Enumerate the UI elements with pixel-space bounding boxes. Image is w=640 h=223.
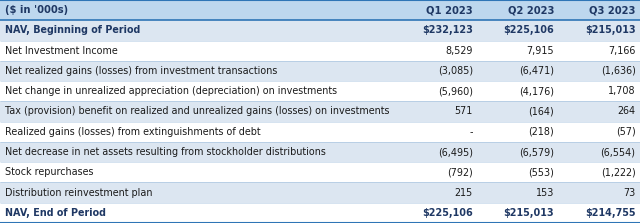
Bar [0,81,397,101]
Bar [478,162,559,182]
Text: Q1 2023: Q1 2023 [426,5,473,15]
Bar [478,101,559,122]
Bar [0,101,397,122]
Text: Net Investment Income: Net Investment Income [5,46,118,56]
Bar [397,81,478,101]
Bar [559,162,640,182]
Text: (4,176): (4,176) [519,86,554,96]
Bar [559,0,640,20]
Text: $225,106: $225,106 [504,25,554,35]
Text: Net change in unrealized appreciation (depreciation) on investments: Net change in unrealized appreciation (d… [5,86,337,96]
Bar [397,142,478,162]
Text: 264: 264 [618,107,636,116]
Text: (6,579): (6,579) [519,147,554,157]
Bar [559,41,640,61]
Text: (3,085): (3,085) [438,66,473,76]
Text: (553): (553) [529,167,554,177]
Text: 215: 215 [454,188,473,198]
Text: (57): (57) [616,127,636,137]
Text: (6,495): (6,495) [438,147,473,157]
Bar [478,20,559,41]
Text: $214,755: $214,755 [585,208,636,218]
Text: ($ in '000s): ($ in '000s) [5,5,68,15]
Text: (164): (164) [529,107,554,116]
Bar [478,81,559,101]
Text: $232,123: $232,123 [422,25,473,35]
Text: (6,554): (6,554) [600,147,636,157]
Text: NAV, End of Period: NAV, End of Period [5,208,106,218]
Text: (1,636): (1,636) [601,66,636,76]
Bar [0,203,397,223]
Bar [478,0,559,20]
Text: $215,013: $215,013 [585,25,636,35]
Bar [478,203,559,223]
Bar [397,0,478,20]
Text: 7,915: 7,915 [527,46,554,56]
Text: (5,960): (5,960) [438,86,473,96]
Bar [0,162,397,182]
Bar [0,182,397,203]
Bar [478,142,559,162]
Bar [397,182,478,203]
Bar [397,61,478,81]
Text: Net decrease in net assets resulting from stockholder distributions: Net decrease in net assets resulting fro… [5,147,326,157]
Text: 1,708: 1,708 [608,86,636,96]
Bar [559,203,640,223]
Text: 8,529: 8,529 [445,46,473,56]
Text: Distribution reinvestment plan: Distribution reinvestment plan [5,188,152,198]
Text: -: - [470,127,473,137]
Bar [0,20,397,41]
Bar [559,122,640,142]
Bar [397,203,478,223]
Bar [478,182,559,203]
Bar [0,61,397,81]
Bar [559,182,640,203]
Bar [559,81,640,101]
Text: 7,166: 7,166 [608,46,636,56]
Text: Realized gains (losses) from extinguishments of debt: Realized gains (losses) from extinguishm… [5,127,260,137]
Bar [0,0,397,20]
Bar [397,162,478,182]
Text: Q2 2023: Q2 2023 [508,5,554,15]
Bar [0,142,397,162]
Text: 73: 73 [623,188,636,198]
Text: (1,222): (1,222) [601,167,636,177]
Text: 153: 153 [536,188,554,198]
Bar [397,41,478,61]
Bar [478,41,559,61]
Text: $215,013: $215,013 [504,208,554,218]
Text: (6,471): (6,471) [519,66,554,76]
Bar [0,41,397,61]
Bar [478,122,559,142]
Bar [397,101,478,122]
Bar [559,61,640,81]
Text: 571: 571 [454,107,473,116]
Bar [559,101,640,122]
Text: Q3 2023: Q3 2023 [589,5,636,15]
Text: Tax (provision) benefit on realized and unrealized gains (losses) on investments: Tax (provision) benefit on realized and … [5,107,390,116]
Text: NAV, Beginning of Period: NAV, Beginning of Period [5,25,140,35]
Text: $225,106: $225,106 [422,208,473,218]
Bar [559,142,640,162]
Bar [397,122,478,142]
Bar [559,20,640,41]
Bar [397,20,478,41]
Text: Stock repurchases: Stock repurchases [5,167,93,177]
Text: Net realized gains (losses) from investment transactions: Net realized gains (losses) from investm… [5,66,278,76]
Bar [478,61,559,81]
Text: (218): (218) [529,127,554,137]
Bar [0,122,397,142]
Text: (792): (792) [447,167,473,177]
